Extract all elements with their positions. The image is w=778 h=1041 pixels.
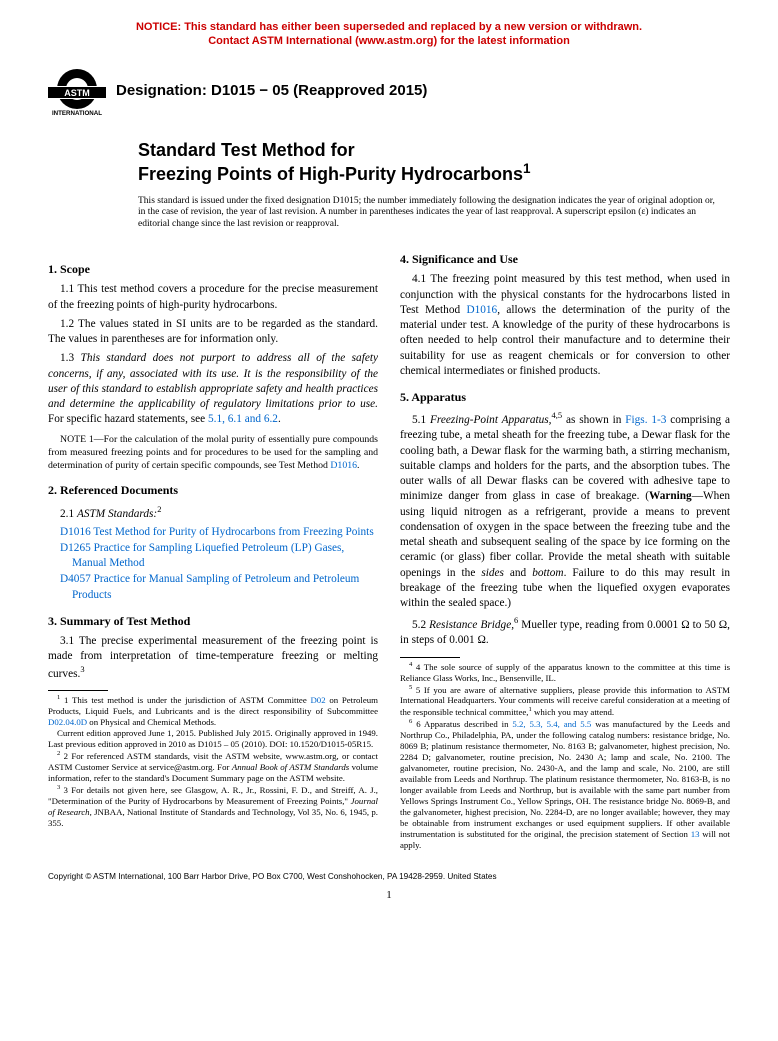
para-4-1: 4.1 The freezing point measured by this …: [400, 272, 730, 379]
link-figs[interactable]: Figs. 1-3: [625, 414, 666, 426]
para-3-1: 3.1 The precise experimental measurement…: [48, 634, 378, 683]
link-section-13[interactable]: 13: [691, 829, 700, 839]
notice-line1: NOTICE: This standard has either been su…: [136, 21, 642, 33]
svg-text:INTERNATIONAL: INTERNATIONAL: [52, 110, 102, 117]
link-d02[interactable]: D02: [310, 695, 325, 705]
link-d02040d[interactable]: D02.04.0D: [48, 717, 87, 727]
para-1-3: 1.3 This standard does not purport to ad…: [48, 351, 378, 427]
link-d1016[interactable]: D1016: [60, 526, 91, 538]
header-row: ASTM INTERNATIONAL Designation: D1015 − …: [48, 67, 730, 117]
link-d1016-note[interactable]: D1016: [330, 460, 357, 471]
notice-banner: NOTICE: This standard has either been su…: [48, 20, 730, 49]
para-1-1: 1.1 This test method covers a procedure …: [48, 282, 378, 313]
document-page: NOTICE: This standard has either been su…: [0, 0, 778, 933]
footnote-3: 3 3 For details not given here, see Glas…: [48, 784, 378, 829]
ref-d1265: D1265 Practice for Sampling Liquefied Pe…: [48, 541, 378, 572]
footnote-4: 4 4 The sole source of supply of the app…: [400, 661, 730, 684]
para-1-2: 1.2 The values stated in SI units are to…: [48, 317, 378, 348]
ref-subhead: 2.1 ASTM Standards:2: [48, 504, 378, 522]
title-block: Standard Test Method for Freezing Points…: [138, 139, 730, 186]
ref-d4057: D4057 Practice for Manual Sampling of Pe…: [48, 572, 378, 603]
body-columns: 1. Scope 1.1 This test method covers a p…: [48, 251, 730, 851]
footnote-5: 5 5 If you are aware of alternative supp…: [400, 684, 730, 719]
page-number: 1: [48, 888, 730, 903]
footnote-rule-right: [400, 657, 460, 658]
link-d4057[interactable]: D4057: [60, 573, 91, 585]
astm-logo: ASTM INTERNATIONAL: [48, 67, 106, 117]
link-d1016-s4[interactable]: D1016: [466, 304, 497, 316]
para-5-2: 5.2 Resistance Bridge,6 Mueller type, re…: [400, 615, 730, 648]
link-d1265[interactable]: D1265: [60, 542, 91, 554]
notice-line2: Contact ASTM International (www.astm.org…: [208, 35, 570, 47]
section-3-head: 3. Summary of Test Method: [48, 613, 378, 629]
link-sections-5x[interactable]: 5.2, 5.3, 5.4, and 5.5: [512, 719, 591, 729]
right-footnotes: 4 4 The sole source of supply of the app…: [400, 657, 730, 851]
section-1-head: 1. Scope: [48, 261, 378, 277]
footnote-1: 1 1 This test method is under the jurisd…: [48, 694, 378, 728]
footnote-2: 2 2 For referenced ASTM standards, visit…: [48, 750, 378, 784]
section-2-head: 2. Referenced Documents: [48, 482, 378, 498]
footnote-1b: Current edition approved June 1, 2015. P…: [48, 728, 378, 750]
note-1: NOTE 1—For the calculation of the molal …: [48, 433, 378, 473]
section-5-head: 5. Apparatus: [400, 389, 730, 405]
footnote-6: 6 6 Apparatus described in 5.2, 5.3, 5.4…: [400, 718, 730, 851]
left-footnotes: 1 1 This test method is under the jurisd…: [48, 690, 378, 829]
hazard-links[interactable]: 5.1, 6.1 and 6.2: [208, 413, 278, 425]
issuance-note: This standard is issued under the fixed …: [138, 196, 730, 232]
section-4-head: 4. Significance and Use: [400, 251, 730, 267]
para-5-1: 5.1 Freezing-Point Apparatus,4,5 as show…: [400, 410, 730, 611]
ref-d1016: D1016 Test Method for Purity of Hydrocar…: [48, 525, 378, 540]
svg-text:ASTM: ASTM: [64, 88, 90, 98]
copyright-line: Copyright © ASTM International, 100 Barr…: [48, 871, 730, 882]
document-title: Standard Test Method for Freezing Points…: [138, 139, 730, 186]
footnote-rule-left: [48, 690, 108, 691]
designation-text: Designation: D1015 − 05 (Reapproved 2015…: [116, 81, 427, 101]
